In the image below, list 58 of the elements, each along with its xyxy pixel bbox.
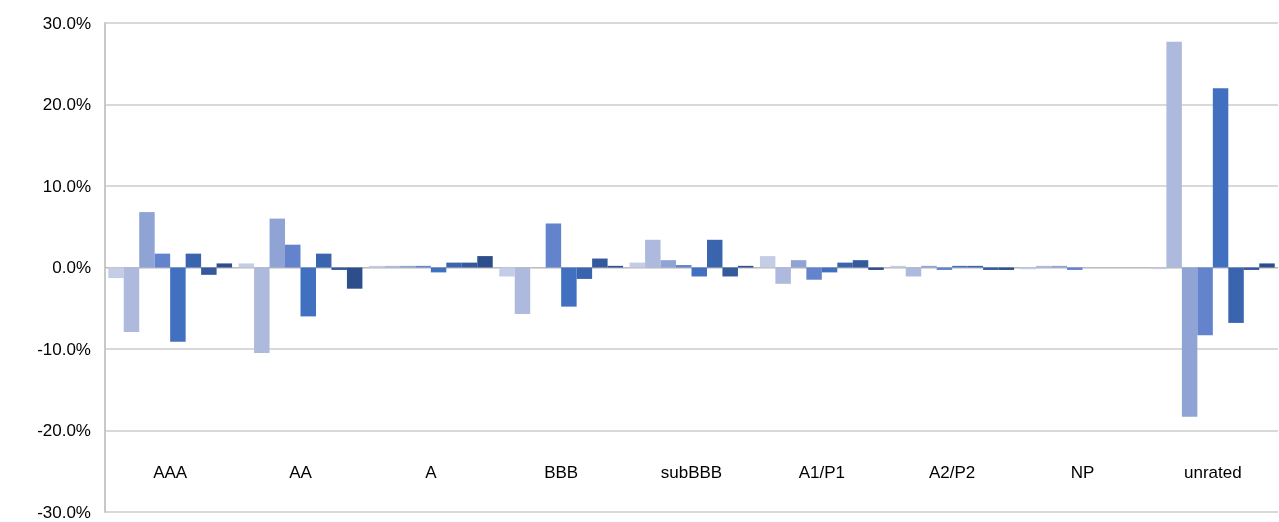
bar xyxy=(837,262,853,268)
bar xyxy=(1181,267,1198,417)
bar xyxy=(477,256,493,268)
bar xyxy=(154,253,171,268)
bar xyxy=(576,267,593,279)
bar xyxy=(269,218,286,268)
bar xyxy=(759,256,776,268)
bar xyxy=(775,267,791,284)
bar xyxy=(216,263,233,268)
bar xyxy=(806,267,822,280)
x-tick-label: A xyxy=(425,463,438,482)
bar xyxy=(1259,263,1275,268)
bar xyxy=(201,267,217,275)
bar xyxy=(499,267,515,277)
bar xyxy=(660,260,677,268)
bar xyxy=(1228,267,1244,323)
bar xyxy=(706,239,723,268)
bar xyxy=(300,267,316,317)
bar xyxy=(185,253,202,268)
x-tick-label: unrated xyxy=(1184,463,1242,482)
bar xyxy=(676,265,692,268)
bar xyxy=(561,267,577,307)
bar xyxy=(346,267,363,289)
bar xyxy=(1166,41,1182,268)
bar xyxy=(254,267,270,354)
y-tick-label: 10.0% xyxy=(42,176,91,196)
bar xyxy=(108,267,124,279)
bar xyxy=(123,267,140,332)
bar xyxy=(461,262,478,268)
bar xyxy=(238,263,255,268)
x-tick-label: subBBB xyxy=(660,463,723,482)
bar xyxy=(1197,267,1213,336)
bar xyxy=(446,262,462,268)
bar xyxy=(170,267,186,342)
x-tick-label: BBB xyxy=(544,463,579,482)
bar xyxy=(139,212,155,268)
x-tick-label: A1/P1 xyxy=(798,463,845,482)
x-tick-label: AAA xyxy=(153,463,188,482)
x-tick-label: AA xyxy=(289,463,313,482)
bar xyxy=(285,244,301,268)
x-tick-label: NP xyxy=(1070,463,1095,482)
bar xyxy=(852,260,869,268)
y-tick-label: 20.0% xyxy=(42,95,91,114)
y-tick-label: -30.0% xyxy=(37,502,91,522)
x-tick-label: A2/P2 xyxy=(929,463,976,482)
bar xyxy=(645,239,661,268)
bar xyxy=(545,223,562,268)
bar xyxy=(722,267,738,277)
y-tick-label: -10.0% xyxy=(37,339,91,359)
bar xyxy=(592,258,608,268)
bar xyxy=(514,267,531,314)
y-tick-label: 30.0% xyxy=(42,13,91,33)
bar xyxy=(1212,88,1229,268)
bar xyxy=(790,260,807,268)
y-tick-label: 0.0% xyxy=(52,258,91,277)
bar xyxy=(315,253,332,268)
bar xyxy=(629,262,646,268)
y-tick-label: -20.0% xyxy=(37,421,91,440)
